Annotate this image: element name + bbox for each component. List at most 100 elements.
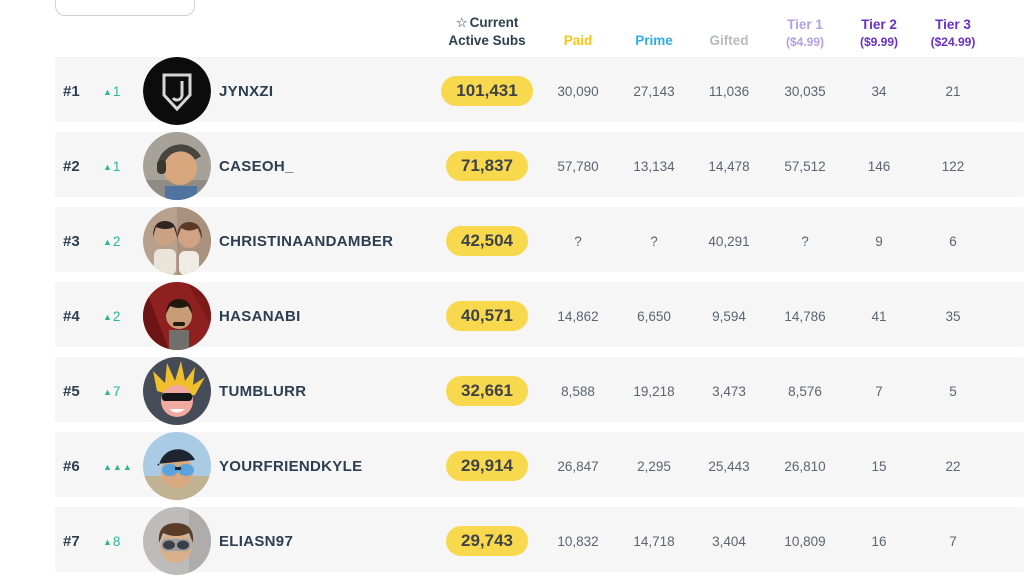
rank-label: #3 (63, 232, 80, 250)
prime-value: 2,295 (637, 458, 671, 474)
rank-label: #7 (63, 532, 80, 550)
tier3-value: 5 (949, 383, 957, 399)
tier2-value: 34 (871, 83, 887, 99)
tier3-value: 21 (945, 83, 961, 99)
avatar-hasanabi[interactable] (143, 282, 211, 350)
paid-value: 10,832 (557, 533, 599, 549)
column-header-tier3[interactable]: Tier 3 ($24.99) (930, 16, 976, 49)
avatar-jynxzi[interactable] (143, 57, 211, 125)
rank-label: #6 (63, 457, 80, 475)
table-row[interactable]: #3 ▲2 CHRISTINAANDAMBER 42,504 ? ? 40,29… (55, 207, 1024, 275)
column-header-tier1[interactable]: Tier 1 ($4.99) (785, 16, 825, 49)
paid-value: 14,862 (557, 308, 599, 324)
avatar-eliasn97[interactable] (143, 507, 211, 575)
prime-value: 27,143 (633, 83, 675, 99)
tier2-value: 15 (871, 458, 887, 474)
paid-value: ? (574, 233, 582, 249)
up-arrow-icon: ▲ (103, 461, 112, 472)
streamer-name-link[interactable]: CASEOH_ (219, 157, 294, 175)
rank-label: #2 (63, 157, 80, 175)
column-header-paid[interactable]: Paid (563, 32, 593, 48)
tier1-value: ? (801, 233, 809, 249)
rank-change-up: ▲1 (103, 83, 121, 99)
tier3-value: 22 (945, 458, 961, 474)
paid-value: 26,847 (557, 458, 599, 474)
rank-change-up: ▲1 (103, 158, 121, 174)
tier2-value: 16 (871, 533, 887, 549)
streamer-name-link[interactable]: ELIASN97 (219, 532, 294, 550)
table-row[interactable]: #2 ▲1 CASEOH_ 71,837 57,780 13,134 14,47… (55, 132, 1024, 200)
table-header: ☆ Current Active Subs Paid Prime Gifted T… (55, 6, 1024, 52)
rank-change-up: ▲2 (103, 233, 121, 249)
active-subs-badge: 29,743 (446, 526, 528, 556)
gifted-value: 14,478 (708, 158, 750, 174)
avatar-tumblurr[interactable] (143, 357, 211, 425)
streamer-name-link[interactable]: YOURFRIENDKYLE (219, 457, 363, 475)
tier1-value: 26,810 (784, 458, 826, 474)
prime-value: 13,134 (633, 158, 675, 174)
column-header-active-subs[interactable]: ☆ Current Active Subs (448, 14, 526, 48)
rank-change-up: ▲7 (103, 383, 121, 399)
table-row[interactable]: #1 ▲1 JYNXZI 101,431 30,090 27,143 11,03… (55, 57, 1024, 125)
partial-top-control[interactable] (55, 0, 195, 16)
up-arrow-icon: ▲ (103, 161, 112, 172)
rank-label: #4 (63, 307, 80, 325)
table-row[interactable]: #4 ▲2 HASANABI 40,571 14,862 6,650 9,594… (55, 282, 1024, 350)
active-subs-badge: 71,837 (446, 151, 528, 181)
up-arrow-icon: ▲ (122, 461, 132, 472)
streamer-name-link[interactable]: HASANABI (219, 307, 301, 325)
prime-value: ? (650, 233, 658, 249)
avatar-christinaandamber[interactable] (143, 207, 211, 275)
gifted-value: 40,291 (708, 233, 750, 249)
gifted-value: 11,036 (708, 83, 750, 99)
streamer-name-link[interactable]: JYNXZI (219, 82, 274, 100)
prime-value: 6,650 (637, 308, 671, 324)
tier3-value: 35 (945, 308, 961, 324)
up-arrow-icon: ▲ (103, 536, 112, 547)
table-row[interactable]: #6 ▲▲▲ YOURFRIENDKYLE 29,914 26,847 2,29… (55, 432, 1024, 500)
tier3-value: 122 (941, 158, 965, 174)
active-subs-badge: 29,914 (446, 451, 528, 481)
tier1-value: 14,786 (784, 308, 826, 324)
gifted-value: 25,443 (708, 458, 750, 474)
paid-value: 57,780 (557, 158, 599, 174)
gifted-value: 3,473 (712, 383, 746, 399)
rank-change-up: ▲8 (103, 533, 121, 549)
active-subs-badge: 40,571 (446, 301, 528, 331)
streamer-name-link[interactable]: TUMBLURR (219, 382, 307, 400)
active-subs-badge: 101,431 (441, 76, 533, 106)
column-header-prime[interactable]: Prime (635, 32, 673, 48)
column-header-gifted[interactable]: Gifted (709, 32, 749, 48)
rank-label: #1 (63, 82, 80, 100)
table-row[interactable]: #5 ▲7 TUMBLURR 32,661 8,588 19,218 3,473… (55, 357, 1024, 425)
tier1-value: 8,576 (788, 383, 822, 399)
gifted-value: 9,594 (712, 308, 746, 324)
up-arrow-icon: ▲ (112, 461, 122, 472)
rank-change-up-multi: ▲▲▲ (103, 459, 139, 474)
avatar-yourfriendkyle[interactable] (143, 432, 211, 500)
table-row[interactable]: #7 ▲8 ELIASN97 29,743 10,832 14,718 3,40… (55, 507, 1024, 575)
prime-value: 19,218 (633, 383, 675, 399)
up-arrow-icon: ▲ (103, 311, 112, 322)
tier2-value: 41 (871, 308, 887, 324)
paid-value: 30,090 (557, 83, 599, 99)
active-subs-badge: 42,504 (446, 226, 528, 256)
streamer-name-link[interactable]: CHRISTINAANDAMBER (219, 232, 394, 250)
rank-label: #5 (63, 382, 80, 400)
tier3-value: 6 (949, 233, 957, 249)
avatar-caseoh[interactable] (143, 132, 211, 200)
up-arrow-icon: ▲ (103, 86, 112, 97)
tier2-value: 7 (875, 383, 883, 399)
rank-change-up: ▲2 (103, 308, 121, 324)
column-header-tier2[interactable]: Tier 2 ($9.99) (859, 16, 899, 49)
gifted-value: 3,404 (712, 533, 746, 549)
paid-value: 8,588 (561, 383, 595, 399)
tier2-value: 9 (875, 233, 883, 249)
up-arrow-icon: ▲ (103, 386, 112, 397)
tier1-value: 30,035 (784, 83, 826, 99)
tier1-value: 57,512 (784, 158, 826, 174)
tier1-value: 10,809 (784, 533, 826, 549)
tier2-value: 146 (867, 158, 891, 174)
active-subs-badge: 32,661 (446, 376, 528, 406)
up-arrow-icon: ▲ (103, 236, 112, 247)
